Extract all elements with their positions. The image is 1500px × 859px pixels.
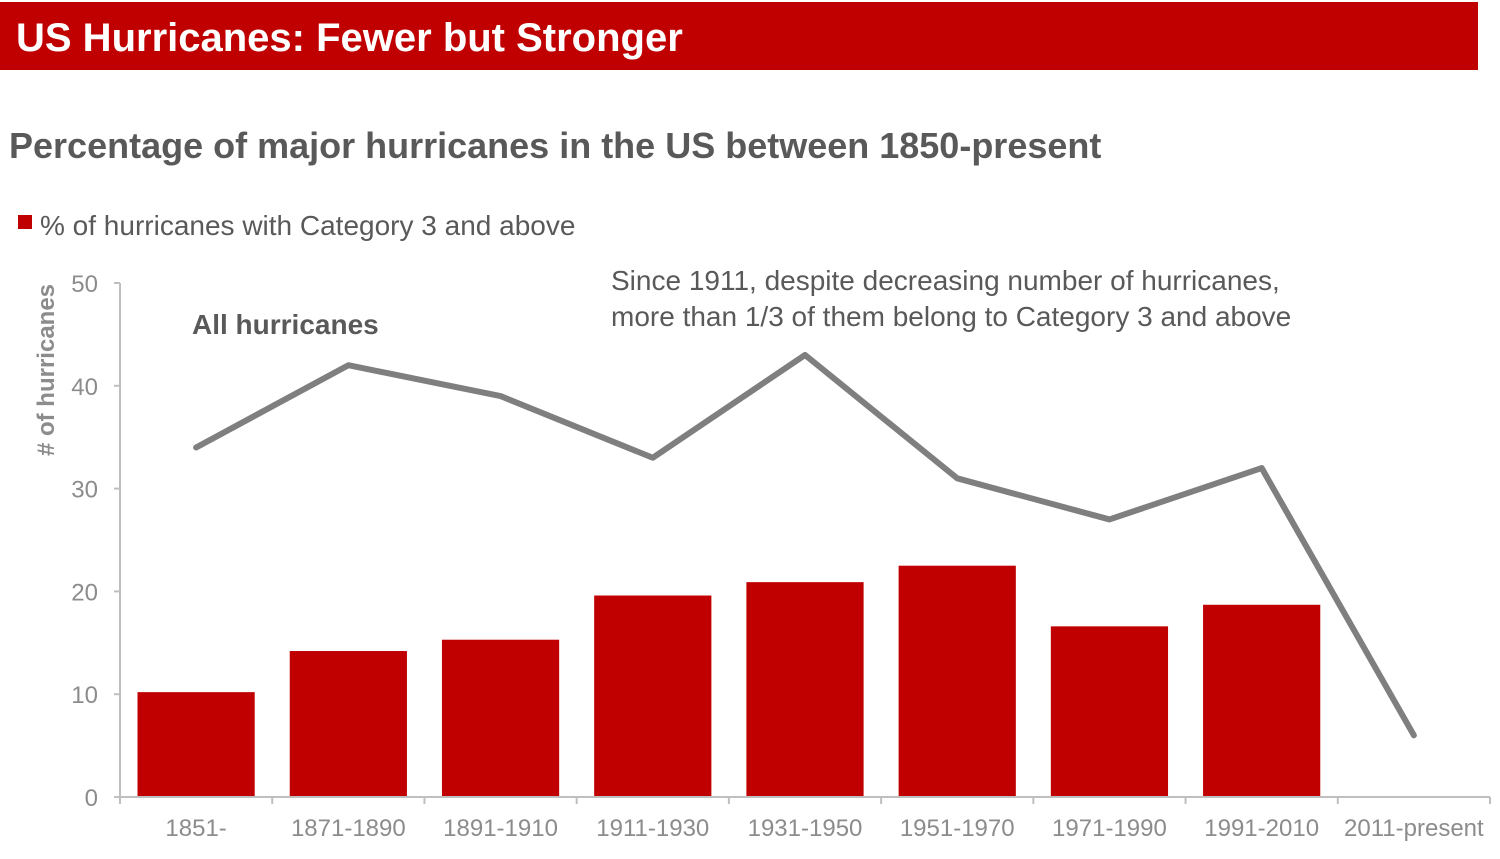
bars-group xyxy=(137,565,1321,797)
all-hurricanes-line xyxy=(193,351,1417,739)
y-tick-label-10: 10 xyxy=(71,682,98,709)
x-tick-label-1871-1890: 1871-1890 xyxy=(291,815,406,842)
y-tick-label-0: 0 xyxy=(85,785,98,812)
legend-label: % of hurricanes with Category 3 and abov… xyxy=(40,210,576,241)
title-banner: US Hurricanes: Fewer but Stronger xyxy=(0,2,1478,70)
page-title: US Hurricanes: Fewer but Stronger xyxy=(16,16,683,60)
bar-1911-1930 xyxy=(594,595,712,797)
y-axis-title: # of hurricanes xyxy=(33,284,60,456)
bar-1951-1970 xyxy=(898,565,1016,797)
x-tick-label-1971-1990: 1971-1990 xyxy=(1052,815,1167,842)
annotation-line-1: Since 1911, despite decreasing number of… xyxy=(611,265,1280,296)
x-tick-label-2011-present: 2011-present xyxy=(1344,815,1484,842)
x-ticks-group: 1851- 1871-1890 1891-1910 1911-1930 1931-195… xyxy=(119,797,1491,842)
x-tick-label-1931-1950: 1931-1950 xyxy=(748,815,863,842)
bar-1971-1990 xyxy=(1050,626,1169,797)
bar-1851- xyxy=(137,692,255,797)
x-tick-label-1991-2010: 1991-2010 xyxy=(1204,815,1319,842)
x-tick-label-1851-: 1851- xyxy=(165,815,226,842)
x-tick-label-1951-1970: 1951-1970 xyxy=(900,815,1015,842)
y-tick-label-30: 30 xyxy=(71,477,98,504)
x-tick-label-1891-1910: 1891-1910 xyxy=(443,815,558,842)
bar-1931-1950 xyxy=(746,582,864,797)
bar-1871-1890 xyxy=(289,651,407,797)
bar-1891-1910 xyxy=(441,639,560,797)
line-series-label: All hurricanes xyxy=(192,309,379,340)
bar-1991-2010 xyxy=(1203,604,1321,797)
y-ticks-group: 0 10 20 30 40 50 xyxy=(71,271,120,812)
y-tick-label-40: 40 xyxy=(71,374,98,401)
legend-swatch xyxy=(18,215,32,229)
chart-legend: % of hurricanes with Category 3 and abov… xyxy=(18,209,575,243)
chart-title: Percentage of major hurricanes in the US… xyxy=(9,125,1102,166)
y-tick-label-20: 20 xyxy=(71,579,98,606)
annotation-line-2: more than 1/3 of them belong to Category… xyxy=(611,301,1291,332)
x-tick-label-1911-1930: 1911-1930 xyxy=(596,815,709,842)
y-tick-label-50: 50 xyxy=(71,271,98,298)
